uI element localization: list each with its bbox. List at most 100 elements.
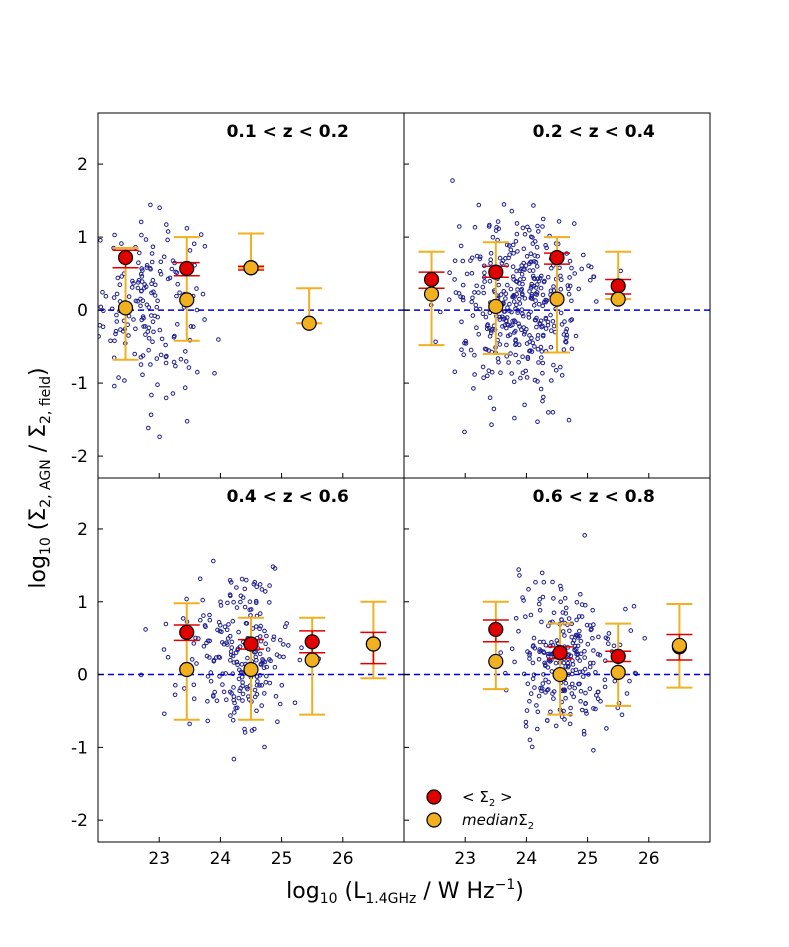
scatter-point xyxy=(565,283,571,288)
scatter-point xyxy=(211,693,216,698)
scatter-point xyxy=(100,289,105,295)
scatter-point xyxy=(236,676,242,682)
scatter-point xyxy=(235,662,240,668)
scatter-point xyxy=(540,224,545,229)
scatter-point xyxy=(183,359,189,364)
scatter-point xyxy=(228,657,233,663)
scatter-point xyxy=(533,579,538,585)
scatter-point xyxy=(545,319,551,325)
x-tick-label: 23 xyxy=(148,849,170,869)
scatter-point xyxy=(534,264,540,269)
scatter-point xyxy=(529,284,534,289)
scatter-point xyxy=(474,325,479,331)
scatter-point xyxy=(143,237,149,242)
scatter-point xyxy=(476,290,481,295)
scatter-point xyxy=(452,277,457,282)
scatter-point xyxy=(551,610,557,616)
scatter-point xyxy=(562,687,568,693)
scatter-point xyxy=(459,347,464,353)
scatter-point xyxy=(520,225,526,231)
scatter-point xyxy=(131,281,136,286)
scatter-point xyxy=(284,621,290,626)
scatter-point xyxy=(530,676,536,682)
scatter-point xyxy=(596,689,601,695)
scatter-point xyxy=(528,691,534,696)
scatter-point xyxy=(543,316,549,322)
scatter-point xyxy=(517,268,522,273)
scatter-point xyxy=(559,373,565,378)
scatter-point xyxy=(452,258,458,264)
scatter-point xyxy=(583,602,588,608)
scatter-point xyxy=(98,304,104,310)
scatter-point xyxy=(508,286,514,292)
median-marker xyxy=(304,652,320,668)
scatter-point xyxy=(536,693,542,699)
scatter-point xyxy=(292,700,298,706)
scatter-point xyxy=(501,289,507,294)
y-tick-label: 2 xyxy=(77,155,88,175)
legend-median-sym: Σ xyxy=(518,811,527,829)
scatter-point xyxy=(513,352,519,358)
scatter-point xyxy=(191,641,197,646)
scatter-point xyxy=(119,241,124,246)
scatter-point xyxy=(588,627,594,633)
scatter-point xyxy=(155,314,160,320)
scatter-point xyxy=(213,655,219,660)
mean-marker xyxy=(423,271,440,288)
scatter-point xyxy=(532,276,538,282)
scatter-point xyxy=(546,679,551,685)
scatter-point xyxy=(558,310,564,316)
scatter-point xyxy=(200,597,205,603)
scatter-point xyxy=(133,298,139,304)
scatter-point xyxy=(198,617,203,623)
scatter-point xyxy=(591,748,596,753)
mean-marker xyxy=(552,645,568,661)
scatter-point xyxy=(254,708,259,714)
scatter-point xyxy=(117,282,123,288)
scatter-point xyxy=(474,283,480,289)
panel-title: 0.6 < z < 0.8 xyxy=(533,487,655,507)
scatter-point xyxy=(509,309,514,315)
scatter-point xyxy=(516,567,522,572)
scatter-point xyxy=(234,605,240,610)
scatter-point xyxy=(498,650,504,655)
scatter-point xyxy=(177,290,182,296)
scatter-point xyxy=(460,297,466,303)
scatter-point xyxy=(577,681,582,687)
scatter-point xyxy=(174,293,179,299)
scatter-point xyxy=(539,619,544,625)
legend-mean-sub: 2 xyxy=(489,798,495,809)
scatter-point xyxy=(113,328,119,334)
scatter-point xyxy=(459,319,464,325)
scatter-point xyxy=(543,662,548,667)
scatter-point xyxy=(481,290,487,296)
scatter-point xyxy=(512,659,517,665)
scatter-point xyxy=(220,640,225,645)
scatter-point xyxy=(234,659,240,665)
scatter-point xyxy=(628,628,634,633)
scatter-point xyxy=(481,375,486,381)
scatter-point xyxy=(538,318,544,324)
scatter-point xyxy=(259,587,265,592)
scatter-point xyxy=(581,252,586,258)
scatter-point xyxy=(515,287,520,292)
scatter-point xyxy=(220,671,225,677)
mean-marker xyxy=(488,621,504,638)
scatter-point xyxy=(529,335,534,341)
legend-mean-end: > xyxy=(495,788,512,806)
plot-area xyxy=(98,202,404,440)
scatter-point xyxy=(130,278,135,284)
scatter-point xyxy=(619,712,625,718)
scatter-point xyxy=(259,703,265,708)
scatter-point xyxy=(524,708,530,713)
scatter-point xyxy=(483,314,489,320)
scatter-point xyxy=(529,744,535,750)
mean-marker xyxy=(304,634,320,650)
scatter-point xyxy=(595,696,601,702)
y-tick-label: 2 xyxy=(77,520,88,540)
scatter-point xyxy=(570,681,575,687)
scatter-point xyxy=(505,282,510,288)
scatter-point xyxy=(569,265,574,271)
scatter-point xyxy=(536,301,542,307)
